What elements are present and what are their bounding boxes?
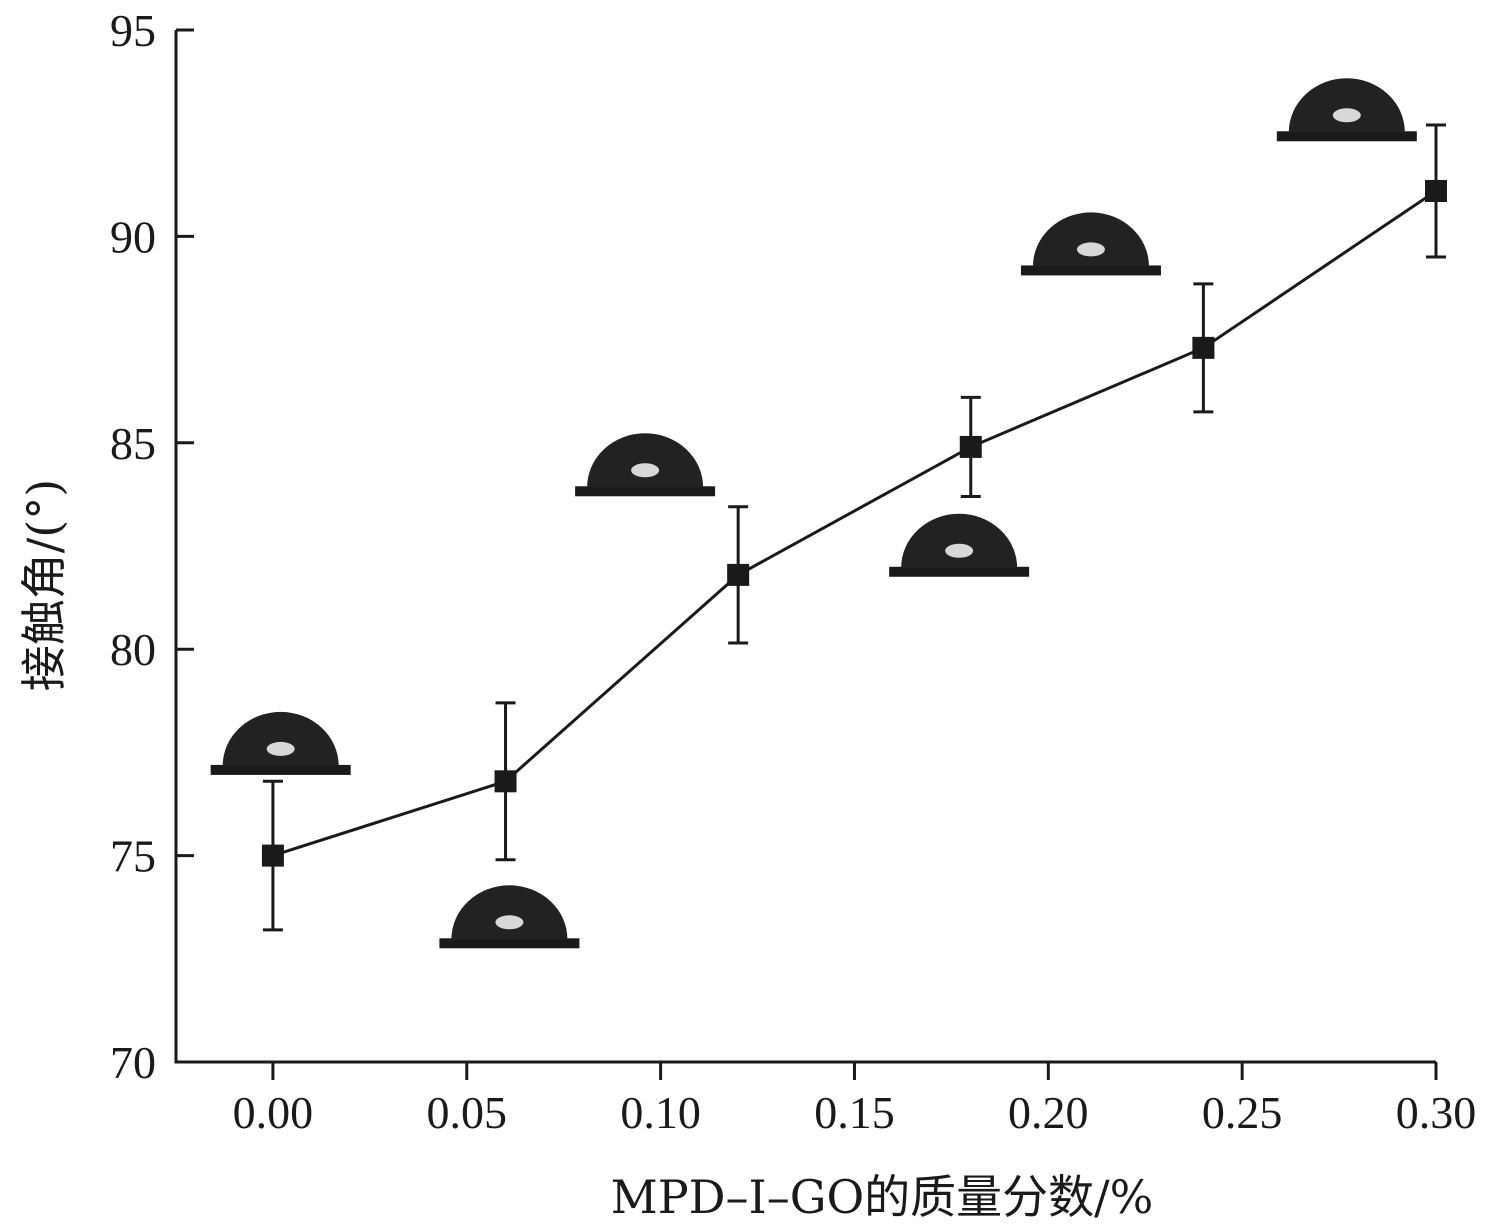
droplet-body-2 (587, 433, 704, 488)
y-tick-label-1: 75 (110, 831, 156, 882)
droplet-inset-4 (1020, 212, 1161, 276)
data-point-2 (727, 563, 750, 586)
droplet-insets (210, 78, 1417, 949)
data-point-3 (959, 435, 982, 458)
data-point-5 (1425, 179, 1447, 202)
droplet-highlight-3 (945, 543, 974, 558)
droplet-body-0 (222, 711, 339, 766)
x-tick-label-0: 0.00 (233, 1087, 314, 1138)
y-tick-label-5: 95 (110, 5, 156, 56)
droplet-highlight-2 (631, 463, 660, 478)
droplet-body-1 (451, 885, 568, 940)
axes: 0.00 0.05 0.10 0.15 0.20 0.25 0.30 70 75 80 85 90 95 (110, 5, 1476, 1138)
droplet-body-4 (1032, 212, 1149, 267)
series-line-0 (272, 189, 1437, 858)
y-tick-label-2: 80 (110, 624, 156, 675)
droplet-substrate-4 (1020, 265, 1161, 276)
x-tick-label-2: 0.10 (620, 1087, 701, 1138)
series-layer (261, 123, 1447, 932)
droplet-inset-1 (439, 885, 580, 949)
axis-frame (174, 30, 1436, 1064)
droplet-substrate-3 (889, 566, 1030, 577)
y-tick-label-0: 70 (110, 1037, 156, 1088)
data-point-4 (1192, 336, 1215, 359)
x-axis-title: MPD–I–GO的质量分数/% (611, 1170, 1154, 1224)
y-tick-label-4: 90 (110, 211, 156, 262)
droplet-substrate-5 (1276, 131, 1417, 142)
x-tick-label-4: 0.20 (1008, 1087, 1089, 1138)
y-tick-label-3: 85 (110, 418, 156, 469)
droplet-inset-5 (1276, 78, 1417, 142)
droplet-substrate-1 (439, 938, 580, 949)
droplet-highlight-5 (1332, 108, 1361, 123)
data-point-0 (261, 844, 284, 867)
droplet-body-3 (901, 513, 1018, 568)
droplet-highlight-0 (266, 741, 295, 756)
droplet-inset-2 (575, 433, 716, 497)
droplet-body-5 (1288, 78, 1405, 133)
x-tick-label-5: 0.25 (1202, 1087, 1283, 1138)
x-tick-label-1: 0.05 (427, 1087, 508, 1138)
droplet-highlight-4 (1076, 242, 1105, 257)
droplet-substrate-0 (210, 764, 351, 775)
x-tick-label-3: 0.15 (814, 1087, 895, 1138)
y-axis-title: 接触角/(°) (17, 479, 71, 691)
droplet-inset-3 (889, 513, 1030, 577)
droplet-substrate-2 (575, 486, 716, 497)
droplet-inset-0 (210, 711, 351, 775)
x-tick-label-6: 0.30 (1396, 1087, 1477, 1138)
data-point-1 (494, 770, 517, 793)
droplet-highlight-1 (495, 915, 524, 930)
